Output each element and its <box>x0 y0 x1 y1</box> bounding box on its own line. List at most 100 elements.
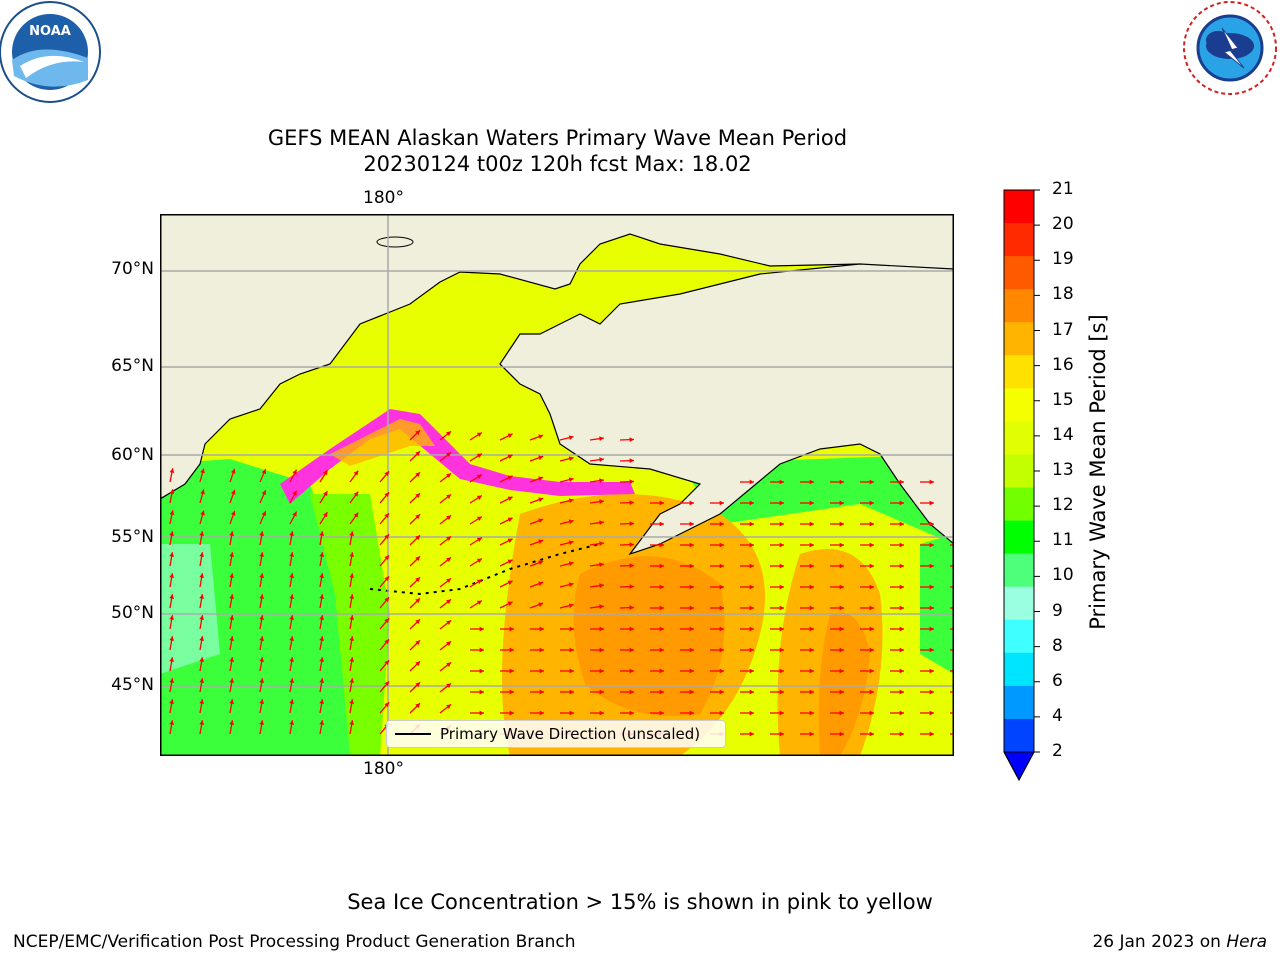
wave-arrow-head <box>749 584 754 590</box>
wave-arrow-head <box>839 563 844 569</box>
wave-arrow-head <box>507 517 513 522</box>
colorbar-segment <box>1004 388 1034 422</box>
wave-arrow-head <box>509 647 514 653</box>
wave-arrow-head <box>899 731 904 737</box>
wave-arrow-head <box>809 479 814 485</box>
colorbar-tick-label: 16 <box>1052 354 1074 375</box>
wave-arrow-head <box>446 431 452 436</box>
wave-arrow-head <box>599 604 604 610</box>
wave-arrow-head <box>568 435 574 441</box>
lon-label-bottom: 180° <box>363 759 404 779</box>
wave-arrow-head <box>569 710 574 716</box>
wave-arrow-head <box>319 657 325 662</box>
ocean-green-zone <box>160 459 370 756</box>
ocean-yellowgreen-zone <box>310 494 390 756</box>
wave-arrow-head <box>749 500 754 506</box>
wave-arrow-head <box>569 647 574 653</box>
wave-arrow-head <box>199 678 205 683</box>
wave-arrow-head <box>476 537 482 542</box>
footer-date: 26 Jan 2023 on Hera <box>1092 932 1267 952</box>
wave-arrow-head <box>839 626 844 632</box>
wave-arrow-head <box>869 710 874 716</box>
wave-arrow-head <box>384 702 389 708</box>
wave-arrow-head <box>476 558 482 563</box>
wave-arrow-head <box>415 493 421 499</box>
wave-arrow-head <box>569 689 574 695</box>
aleutian-islands <box>369 543 601 596</box>
wave-arrow-head <box>899 689 904 695</box>
wave-arrow-head <box>476 600 482 605</box>
colorbar-tick-label: 19 <box>1052 249 1074 270</box>
wave-arrow-head <box>319 615 325 620</box>
colorbar-segment <box>1004 586 1034 621</box>
wave-arrow-head <box>349 636 355 641</box>
wave-arrow-head <box>779 584 784 590</box>
wave-arrow-head <box>629 521 634 527</box>
colorbar-segment <box>1004 190 1034 224</box>
wave-arrow-head <box>384 492 389 498</box>
wave-arrow-head <box>629 584 634 590</box>
wave-arrow-head <box>929 668 934 674</box>
wave-arrow-head <box>169 510 175 516</box>
colorbar-segment <box>1004 223 1034 257</box>
wave-arrow-head <box>349 699 355 704</box>
wave-arrow-head <box>689 626 694 632</box>
wave-arrow-head <box>568 561 574 567</box>
wave-arrow-head <box>446 473 452 478</box>
wave-arrow-head <box>479 710 484 716</box>
wave-arrow-head <box>869 605 874 611</box>
wave-arrow-head <box>446 704 452 709</box>
colorbar-tick-label: 15 <box>1052 389 1074 410</box>
wave-arrow-head <box>319 531 325 536</box>
wave-arrow-head <box>169 678 175 683</box>
wave-arrow-head <box>169 615 175 620</box>
gridlines <box>160 214 954 756</box>
wave-arrow-head <box>899 479 904 485</box>
wave-arrow-head <box>779 710 784 716</box>
wave-arrow-head <box>749 689 754 695</box>
wave-arrow-head <box>809 584 814 590</box>
wave-arrow-head <box>319 699 325 704</box>
lat-label-50: 50°N <box>111 603 154 623</box>
wave-arrow-head <box>839 731 844 737</box>
wave-arrow-head <box>839 647 844 653</box>
wave-arrow-head <box>539 647 544 653</box>
wave-arrow-head <box>446 641 452 646</box>
wave-arrow-head <box>899 626 904 632</box>
wave-arrow-head <box>629 437 634 443</box>
wave-arrow-head <box>289 594 295 599</box>
wave-arrow-head <box>568 498 574 504</box>
wave-arrow-head <box>749 668 754 674</box>
wave-arrow-head <box>629 542 634 548</box>
legend-line-sample <box>395 733 431 735</box>
wave-arrow-head <box>319 678 325 683</box>
wave-arrow-head <box>476 453 482 458</box>
wave-arrow-head <box>259 699 265 704</box>
wave-arrow-head <box>169 531 175 536</box>
wave-arrow-head <box>415 703 421 709</box>
wave-arrow-head <box>629 605 634 611</box>
colorbar-segment <box>1004 322 1034 356</box>
colorbar-tick-label: 9 <box>1052 600 1063 621</box>
wave-arrow-head <box>229 573 235 578</box>
wave-arrow-head <box>929 584 934 590</box>
colorbar-segment <box>1004 355 1034 389</box>
wave-arrow-head <box>199 552 205 557</box>
wave-arrow-head <box>479 689 484 695</box>
wave-arrow-head <box>349 720 355 725</box>
colorbar-tick-label: 2 <box>1052 741 1063 761</box>
wave-arrow-head <box>719 626 724 632</box>
wave-arrow-head <box>719 605 724 611</box>
wave-arrow-head <box>899 605 904 611</box>
wave-arrow-head <box>839 689 844 695</box>
wave-arrow-head <box>509 626 514 632</box>
wave-arrow-head <box>446 494 452 499</box>
wave-arrow-head <box>809 710 814 716</box>
colorbar-segment <box>1004 652 1034 687</box>
wave-arrow-head <box>929 647 934 653</box>
wave-arrow-head <box>869 563 874 569</box>
wave-arrow-head <box>538 560 544 565</box>
wave-arrow-head <box>415 472 421 478</box>
colorbar-segment <box>1004 289 1034 323</box>
wave-arrow-head <box>289 699 295 704</box>
